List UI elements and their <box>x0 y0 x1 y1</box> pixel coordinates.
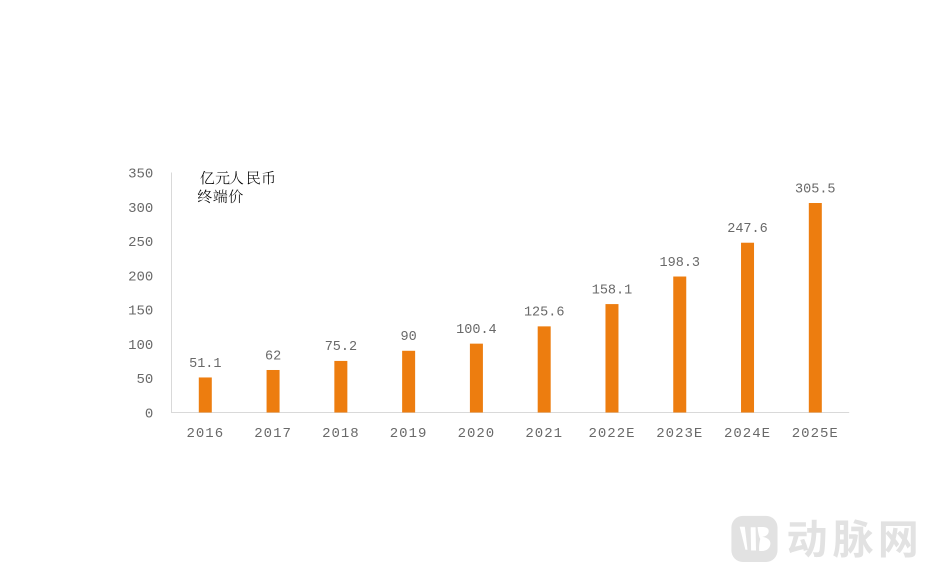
svg-text:200: 200 <box>128 269 153 285</box>
svg-text:247.6: 247.6 <box>727 222 768 237</box>
svg-text:2016: 2016 <box>186 426 224 442</box>
svg-text:2018: 2018 <box>322 426 360 442</box>
svg-text:150: 150 <box>128 304 153 320</box>
svg-text:100.4: 100.4 <box>456 323 497 338</box>
svg-text:350: 350 <box>128 167 153 183</box>
svg-text:2017: 2017 <box>254 426 292 442</box>
svg-text:2024E: 2024E <box>724 426 771 442</box>
svg-text:62: 62 <box>265 349 281 364</box>
svg-text:2025E: 2025E <box>792 426 839 442</box>
svg-text:158.1: 158.1 <box>592 283 633 298</box>
svg-text:2020: 2020 <box>458 426 496 442</box>
svg-text:125.6: 125.6 <box>524 306 565 321</box>
svg-text:2019: 2019 <box>390 426 428 442</box>
svg-text:250: 250 <box>128 235 153 251</box>
svg-text:2021: 2021 <box>525 426 563 442</box>
svg-text:300: 300 <box>128 201 153 217</box>
svg-text:305.5: 305.5 <box>795 182 836 197</box>
svg-text:100: 100 <box>128 338 153 354</box>
svg-text:90: 90 <box>400 330 416 345</box>
svg-text:2022E: 2022E <box>588 426 635 442</box>
svg-text:51.1: 51.1 <box>189 357 221 372</box>
svg-text:0: 0 <box>145 407 153 423</box>
svg-text:75.2: 75.2 <box>325 340 357 355</box>
svg-text:2023E: 2023E <box>656 426 703 442</box>
svg-text:198.3: 198.3 <box>660 256 701 271</box>
svg-text:50: 50 <box>136 372 153 388</box>
